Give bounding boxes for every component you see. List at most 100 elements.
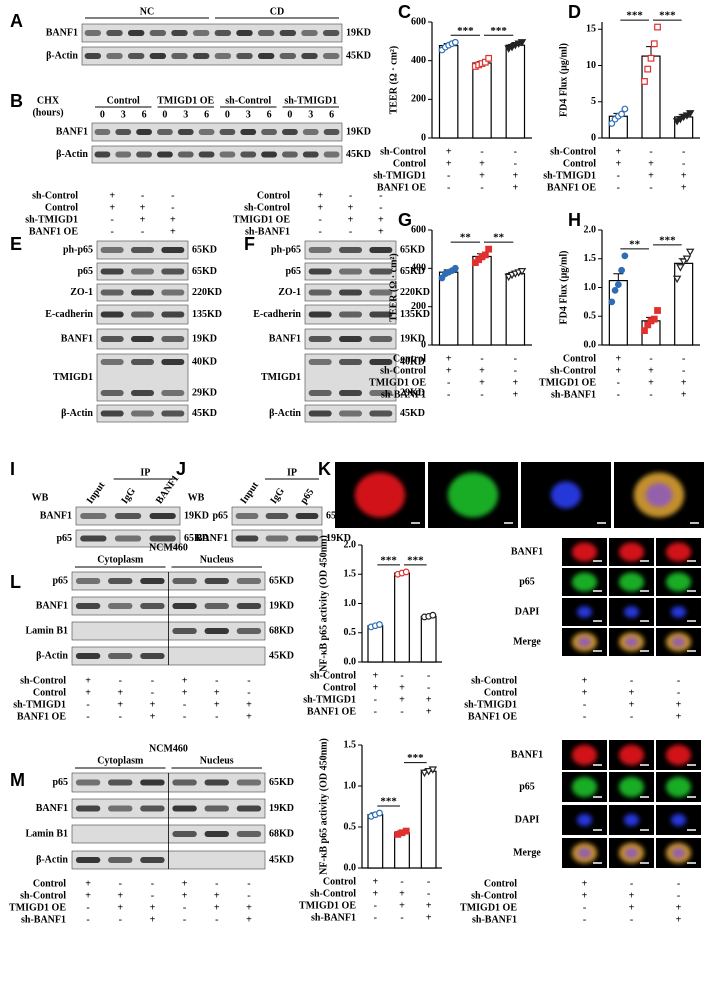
band xyxy=(265,513,289,519)
group-name: sh-TMIGD1 xyxy=(284,95,337,106)
data-point xyxy=(676,264,685,272)
condition-sign: + xyxy=(182,890,188,901)
data-point xyxy=(650,40,658,48)
significance-label: *** xyxy=(626,10,643,22)
band-size: 65KD xyxy=(184,533,209,544)
condition-sign: + xyxy=(446,158,452,169)
condition-sign: - xyxy=(379,202,382,213)
band xyxy=(114,513,142,519)
band xyxy=(100,390,124,396)
band xyxy=(261,129,277,135)
condition-sign: + xyxy=(140,202,146,213)
band xyxy=(115,129,132,135)
channel-label: BANF1 xyxy=(511,546,543,557)
condition-sign: - xyxy=(677,687,680,698)
data-point xyxy=(621,105,629,113)
condition-sign: + xyxy=(648,377,654,388)
row-name: p65 xyxy=(52,777,68,788)
cell-signal xyxy=(576,606,593,618)
band xyxy=(236,805,262,812)
condition-sign: - xyxy=(119,711,122,722)
condition-sign: - xyxy=(649,353,652,364)
band xyxy=(140,857,165,863)
data-point xyxy=(517,268,527,276)
band-size: 40KD xyxy=(192,356,217,367)
y-axis-label: FD4 Flux (μg/ml) xyxy=(558,251,569,325)
condition-sign: + xyxy=(170,226,176,237)
condition-name: Control xyxy=(323,876,356,887)
band-size: 45KD xyxy=(400,408,425,419)
condition-sign: - xyxy=(110,214,113,225)
condition-name: sh-BANF1 xyxy=(551,389,596,400)
band-size: 29KD xyxy=(400,387,425,398)
condition-sign: - xyxy=(400,706,403,717)
axis-label: (hours) xyxy=(32,107,63,118)
cell-signal xyxy=(670,813,687,827)
band xyxy=(338,311,363,318)
condition-sign: - xyxy=(183,699,186,710)
row-name: E-cadherin xyxy=(45,309,93,320)
band xyxy=(161,410,185,417)
data-point xyxy=(424,768,433,776)
condition-sign: + xyxy=(629,687,635,698)
row-name: β-Actin xyxy=(36,854,68,865)
y-tick-label: 0.0 xyxy=(584,339,597,350)
condition-name: sh-Control xyxy=(20,675,66,686)
band xyxy=(204,603,229,609)
cell-signal xyxy=(571,744,598,766)
condition-sign: - xyxy=(119,914,122,925)
lane-label: Input xyxy=(85,480,108,506)
condition-name: sh-Control xyxy=(310,670,356,681)
row-name: ph-p65 xyxy=(63,244,93,255)
condition-name: sh-Control xyxy=(471,675,517,686)
data-point xyxy=(641,327,648,335)
band xyxy=(369,311,393,318)
band xyxy=(282,129,298,135)
band xyxy=(369,410,393,417)
band xyxy=(149,513,176,519)
data-point xyxy=(451,264,459,272)
time-label: 0 xyxy=(225,109,230,120)
band xyxy=(257,30,275,36)
condition-sign: + xyxy=(150,699,156,710)
cell-line: NCM460 xyxy=(149,542,188,553)
condition-name: sh-TMIGD1 xyxy=(13,699,66,710)
condition-sign: - xyxy=(480,182,483,193)
condition-sign: - xyxy=(86,902,89,913)
condition-sign: - xyxy=(141,226,144,237)
y-tick-label: 5 xyxy=(591,96,596,107)
bar xyxy=(420,615,437,663)
row-name: BANF1 xyxy=(36,803,68,814)
band xyxy=(308,390,332,396)
y-tick-label: 1.5 xyxy=(584,253,597,264)
row-name: β-Actin xyxy=(269,408,301,419)
condition-sign: - xyxy=(649,146,652,157)
band-size: 220KD xyxy=(192,287,222,298)
y-tick-label: 0.0 xyxy=(344,656,357,667)
condition-sign: + xyxy=(372,682,378,693)
condition-sign: + xyxy=(681,182,687,193)
row-name: p65 xyxy=(56,533,72,544)
row-name: β-Actin xyxy=(56,149,88,160)
condition-sign: + xyxy=(214,890,220,901)
band xyxy=(236,628,262,634)
band xyxy=(115,151,132,158)
band xyxy=(308,336,332,342)
band xyxy=(84,53,102,59)
condition-sign: + xyxy=(426,900,432,911)
condition-sign: + xyxy=(426,912,432,923)
significance-label: ** xyxy=(629,238,641,250)
nucleus-signal xyxy=(645,483,673,507)
condition-sign: - xyxy=(630,675,633,686)
band xyxy=(204,578,229,584)
group-name: TMIGD1 OE xyxy=(157,95,214,106)
panel-label: I xyxy=(10,459,15,479)
cell-signal xyxy=(447,472,499,518)
condition-sign: - xyxy=(171,190,174,201)
channel-label: p65 xyxy=(519,576,535,587)
row-name: BANF1 xyxy=(36,600,68,611)
condition-sign: + xyxy=(85,878,91,889)
band xyxy=(308,247,332,253)
data-point xyxy=(402,827,410,835)
band xyxy=(161,390,185,396)
